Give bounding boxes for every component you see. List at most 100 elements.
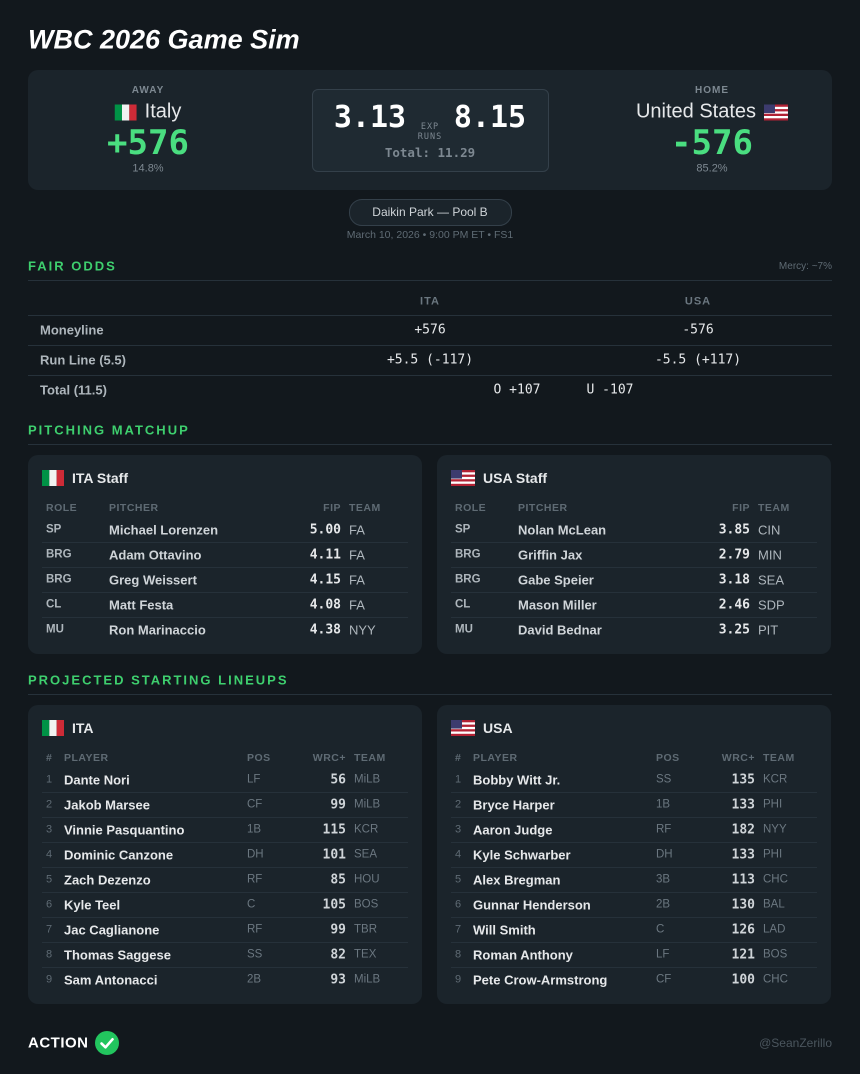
staff-header: ITA Staff [42, 470, 128, 486]
flag-italy [114, 104, 137, 120]
odds-value: U -107 [586, 382, 634, 398]
column-header: WRC+ [312, 751, 346, 764]
batting-order: 1 [46, 773, 53, 786]
home-runs: 8.15 [453, 100, 527, 135]
player-wrc: 99 [330, 922, 346, 938]
odds-value: +576 [414, 322, 446, 338]
row-label: Total (11.5) [40, 382, 107, 398]
pitcher-fip: 4.38 [309, 622, 341, 638]
pitcher-team: PIT [758, 622, 779, 638]
player-wrc: 56 [330, 772, 346, 788]
player-wrc: 82 [330, 947, 346, 963]
player-wrc: 126 [731, 922, 755, 938]
odds-value: -5.5 (+117) [654, 352, 742, 368]
player-name: Alex Bregman [473, 872, 561, 888]
player-team: BOS [354, 898, 379, 911]
staff-header: USA Staff [451, 470, 547, 486]
batting-order: 2 [455, 798, 462, 811]
player-pos: RF [247, 923, 263, 936]
row-divider [42, 567, 408, 568]
player-wrc: 113 [731, 872, 755, 888]
player-name: Kyle Teel [64, 897, 121, 913]
pitcher-fip: 2.46 [718, 597, 750, 613]
divider [28, 694, 832, 695]
column-header: PLAYER [473, 751, 518, 764]
batting-order: 5 [455, 873, 462, 886]
pitcher-role: BRG [46, 548, 72, 561]
row-divider [451, 617, 817, 618]
player-team: KCR [354, 823, 379, 836]
lineup-header: ITA [42, 720, 94, 736]
row-divider [28, 315, 832, 316]
batting-order: 7 [46, 923, 53, 936]
check-icon [95, 1031, 119, 1055]
row-divider [28, 345, 832, 346]
home-label: HOME [695, 85, 729, 96]
away-odds: +576 [107, 123, 189, 163]
player-wrc: 100 [731, 972, 755, 988]
player-pos: CF [247, 798, 263, 811]
batting-order: 2 [46, 798, 53, 811]
batting-order: 3 [455, 823, 462, 836]
lineup-panel [437, 705, 831, 1004]
exp-label: EXP [420, 121, 440, 132]
player-pos: DH [656, 848, 673, 861]
player-wrc: 85 [330, 872, 346, 888]
section-title: PROJECTED STARTING LINEUPS [28, 672, 289, 688]
pitcher-name: Michael Lorenzen [109, 522, 219, 538]
flag-usa [451, 720, 475, 736]
column-header: ROLE [455, 501, 487, 514]
brand: ACTION [28, 1034, 89, 1052]
player-name: Zach Dezenzo [64, 872, 151, 888]
player-wrc: 135 [731, 772, 755, 788]
row-divider [42, 967, 408, 968]
page-title: WBC 2026 Game Sim [28, 24, 300, 55]
flag-usa [451, 470, 475, 486]
player-wrc: 115 [322, 822, 346, 838]
odds-value: O +107 [493, 382, 541, 398]
row-divider [451, 867, 817, 868]
row-divider [42, 942, 408, 943]
player-wrc: 182 [731, 822, 755, 838]
player-team: CHC [763, 973, 788, 986]
player-wrc: 99 [330, 797, 346, 813]
column-header: FIP [323, 501, 341, 514]
pitcher-name: Greg Weissert [109, 572, 197, 588]
pitcher-fip: 4.08 [309, 597, 341, 613]
player-pos: C [247, 898, 256, 911]
pitcher-name: Matt Festa [109, 597, 174, 613]
venue-pill [349, 199, 512, 226]
batting-order: 7 [455, 923, 462, 936]
batting-order: 9 [455, 973, 462, 986]
pitcher-team: CIN [758, 522, 781, 538]
row-divider [42, 592, 408, 593]
row-divider [28, 375, 832, 376]
section-title: PITCHING MATCHUP [28, 422, 190, 438]
column-header: TEAM [763, 751, 795, 764]
pitcher-role: BRG [46, 573, 72, 586]
player-pos: LF [656, 948, 670, 961]
player-name: Jac Caglianone [64, 922, 160, 938]
player-team: SEA [354, 848, 378, 861]
batting-order: 8 [455, 948, 462, 961]
lineup-name: ITA [72, 720, 94, 736]
venue: Daikin Park — Pool B [372, 205, 488, 219]
column-header: ITA [420, 295, 440, 308]
home-prob: 85.2% [696, 162, 728, 175]
total-runs: Total: 11.29 [384, 144, 476, 160]
player-team: BAL [763, 898, 785, 911]
batting-order: 8 [46, 948, 53, 961]
pitcher-team: FA [349, 597, 365, 613]
row-divider [42, 542, 408, 543]
runs-box [312, 89, 549, 172]
row-label: Run Line (5.5) [40, 352, 126, 368]
row-divider [42, 617, 408, 618]
player-name: Will Smith [473, 922, 536, 938]
player-wrc: 133 [731, 847, 755, 863]
player-team: HOU [354, 873, 380, 886]
pitcher-team: NYY [349, 622, 376, 638]
section-title: FAIR ODDS [28, 258, 117, 274]
column-header: USA [684, 295, 712, 308]
divider [28, 280, 832, 281]
